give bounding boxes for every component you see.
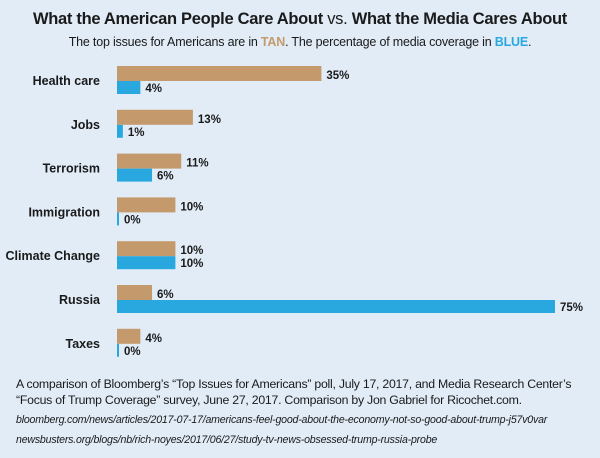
footnote-line2: “Focus of Trump Coverage” survey, June 2… [16, 393, 522, 407]
title-part1: What the American People Care About [33, 10, 323, 28]
tan-bar [117, 153, 182, 169]
category-label: Russia [59, 293, 101, 307]
blue-bar [117, 343, 119, 357]
blue-bar [117, 81, 141, 94]
category-label: Jobs [71, 118, 100, 132]
source-url-newsbusters[interactable]: newsbusters.org/blogs/nb/rich-noyes/2017… [16, 434, 438, 446]
tan-bar [117, 197, 176, 213]
tan-bar [117, 241, 176, 257]
chart-subtitle: The top issues for Americans are in TAN.… [0, 35, 600, 49]
blue-value-label: 75% [560, 302, 583, 314]
blue-value-label: 0% [124, 214, 141, 226]
category-label: Health care [33, 74, 100, 88]
tan-value-label: 13% [198, 114, 221, 126]
tan-bar [117, 328, 141, 344]
title-part2: What the Media Cares About [351, 10, 568, 28]
category-label: Climate Change [6, 249, 101, 263]
blue-bar [117, 124, 123, 138]
source-url-bloomberg[interactable]: bloomberg.com/news/articles/2017-07-17/a… [16, 414, 548, 426]
blue-value-label: 10% [180, 258, 203, 270]
blue-value-label: 4% [145, 83, 162, 95]
subtitle-pre: The top issues for Americans are in [68, 35, 261, 49]
subtitle-blue: BLUE [494, 35, 528, 49]
category-label: Immigration [28, 205, 100, 219]
blue-value-label: 6% [157, 171, 174, 183]
category-label: Terrorism [43, 162, 100, 176]
blue-bar [117, 212, 119, 226]
tan-value-label: 6% [157, 289, 174, 301]
footnote-line1: A comparison of Bloomberg’s “Top Issues … [16, 377, 572, 391]
tan-value-label: 10% [180, 245, 203, 257]
tan-bar [117, 66, 322, 81]
tan-value-label: 35% [326, 70, 349, 82]
tan-value-label: 4% [145, 333, 162, 345]
blue-bar [117, 168, 153, 182]
tan-value-label: 10% [180, 201, 203, 213]
category-label: Taxes [65, 337, 100, 351]
chart-title: What the American People Care About vs. … [0, 10, 600, 29]
blue-bar [117, 300, 555, 313]
subtitle-tan: TAN [260, 35, 286, 49]
blue-bar [117, 256, 176, 270]
subtitle-mid: . The percentage of media coverage in [285, 35, 495, 49]
title-vs: vs. [327, 10, 348, 28]
blue-value-label: 1% [128, 127, 145, 139]
subtitle-post: . [528, 35, 532, 49]
tan-value-label: 11% [186, 158, 208, 170]
blue-value-label: 0% [124, 346, 141, 358]
tan-bar [117, 109, 193, 125]
tan-bar [117, 285, 153, 300]
